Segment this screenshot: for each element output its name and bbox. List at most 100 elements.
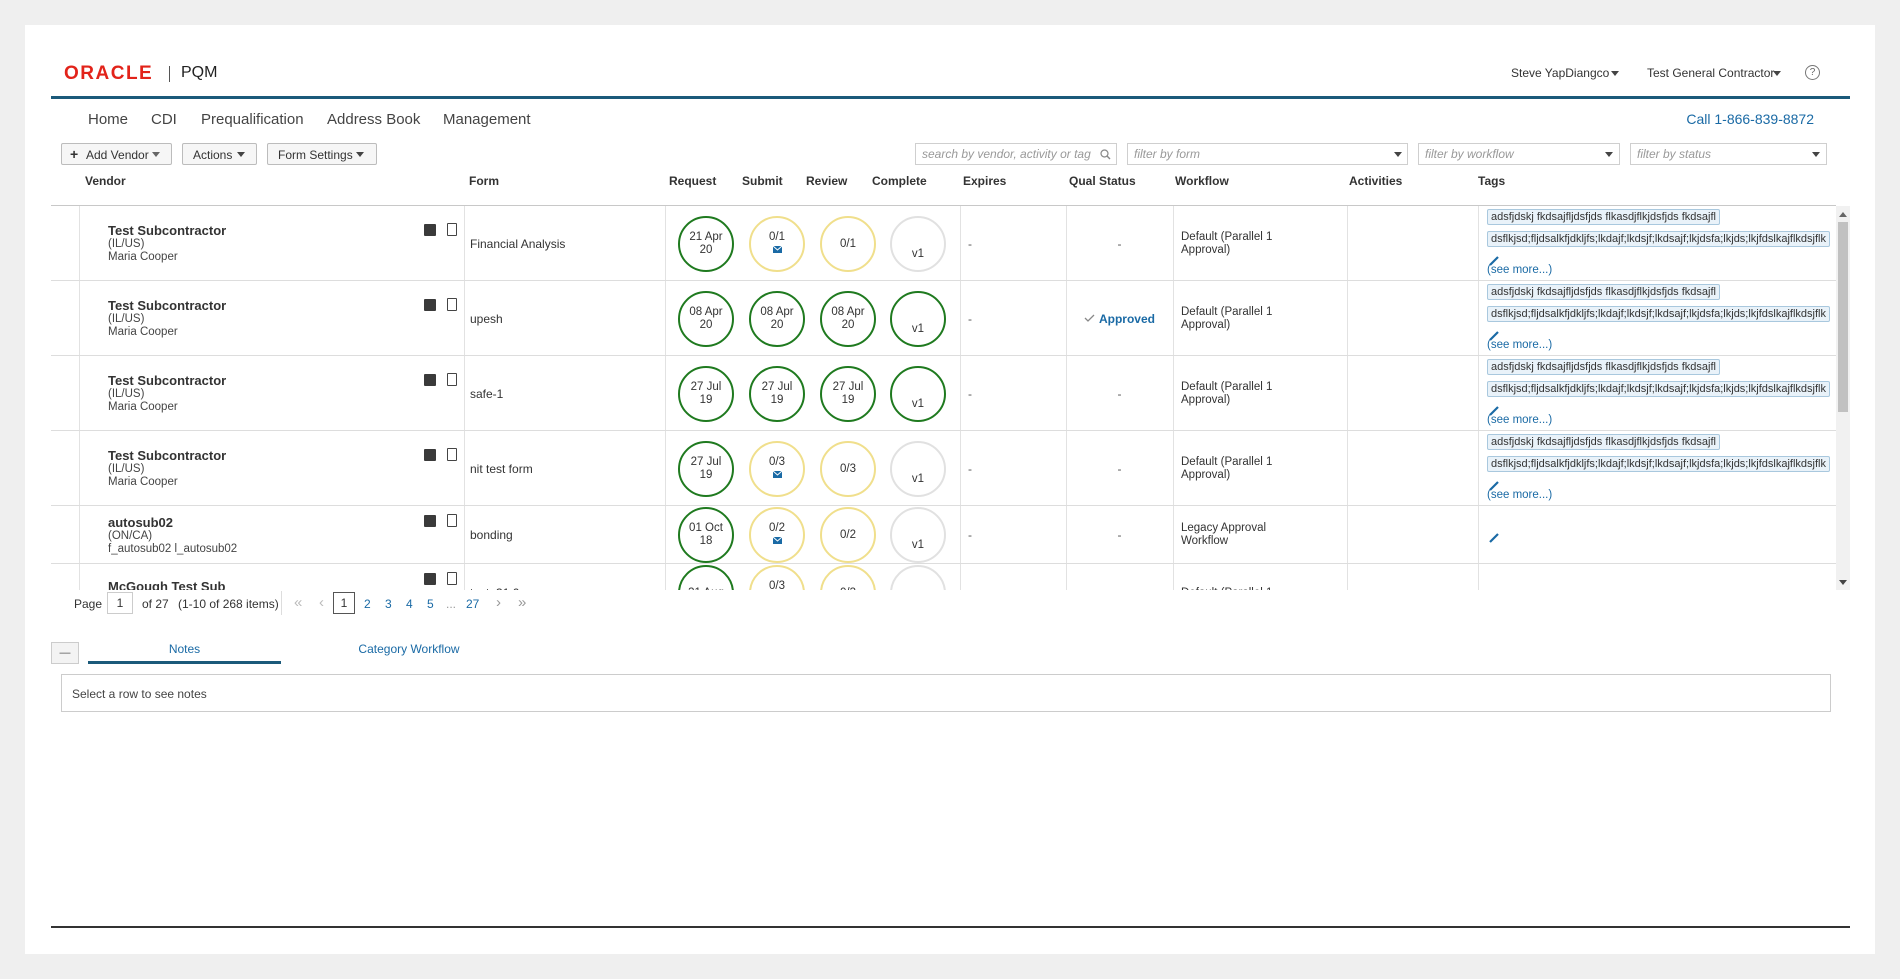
- table-row[interactable]: McGough Test Sub(MN/US)test_31.031 Aug0/…: [51, 564, 1836, 590]
- request-status[interactable]: 27 Jul19: [678, 441, 734, 497]
- page-input[interactable]: 1: [107, 592, 133, 614]
- pdf-icon[interactable]: [424, 449, 436, 461]
- request-status[interactable]: 08 Apr20: [678, 291, 734, 347]
- tag[interactable]: adsfjdskj fkdsajfljdsfjds flkasdjflkjdsf…: [1487, 209, 1720, 225]
- tag[interactable]: adsfjdskj fkdsajfljdsfjds flkasdjflkjdsf…: [1487, 284, 1720, 300]
- column-header[interactable]: Expires: [963, 174, 1006, 188]
- nav-link[interactable]: Home: [88, 111, 128, 128]
- submit-status[interactable]: 0/3: [749, 441, 805, 497]
- complete-status[interactable]: v1: [890, 565, 946, 590]
- column-header[interactable]: Complete: [872, 174, 927, 188]
- last-page[interactable]: »: [518, 594, 526, 611]
- export-icon[interactable]: [447, 514, 457, 527]
- review-status[interactable]: 0/3: [820, 441, 876, 497]
- export-icon[interactable]: [447, 448, 457, 461]
- review-status[interactable]: 0/3: [820, 565, 876, 590]
- pdf-icon[interactable]: [424, 224, 436, 236]
- scroll-down[interactable]: [1839, 580, 1847, 585]
- request-status[interactable]: 31 Aug: [678, 565, 734, 590]
- tag[interactable]: adsfjdskj fkdsajfljdsfjds flkasdjflkjdsf…: [1487, 434, 1720, 450]
- export-icon[interactable]: [447, 572, 457, 585]
- complete-status[interactable]: v1: [890, 366, 946, 422]
- table-row[interactable]: Test Subcontractor(IL/US)Maria Coopersaf…: [51, 356, 1836, 431]
- page-link[interactable]: 5: [427, 597, 434, 611]
- complete-status[interactable]: v1: [890, 507, 946, 563]
- tag[interactable]: dsflkjsd;fljdsalkfjdkljfs;lkdajf;lkdsjf;…: [1487, 381, 1830, 397]
- actions-button[interactable]: Actions: [182, 143, 257, 165]
- table-row[interactable]: autosub02(ON/CA)f_autosub02 l_autosub02b…: [51, 506, 1836, 564]
- vendor-name[interactable]: Test Subcontractor: [108, 448, 408, 463]
- complete-status[interactable]: v1: [890, 216, 946, 272]
- complete-status[interactable]: v1: [890, 441, 946, 497]
- column-header[interactable]: Request: [669, 174, 716, 188]
- review-status[interactable]: 0/1: [820, 216, 876, 272]
- column-header[interactable]: Qual Status: [1069, 174, 1136, 188]
- submit-status[interactable]: 0/2: [749, 507, 805, 563]
- search-input[interactable]: search by vendor, activity or tag: [915, 143, 1117, 165]
- prev-page[interactable]: ‹: [319, 594, 324, 611]
- vendor-name[interactable]: Test Subcontractor: [108, 298, 408, 313]
- pdf-icon[interactable]: [424, 515, 436, 527]
- see-more-link[interactable]: (see more...): [1487, 414, 1552, 426]
- tag[interactable]: adsfjdskj fkdsajfljdsfjds flkasdjflkjdsf…: [1487, 359, 1720, 375]
- pdf-icon[interactable]: [424, 573, 436, 585]
- table-row[interactable]: Test Subcontractor(IL/US)Maria Coopernit…: [51, 431, 1836, 506]
- scroll-up[interactable]: [1839, 212, 1847, 217]
- vendor-name[interactable]: McGough Test Sub: [108, 579, 408, 590]
- page-link[interactable]: 27: [466, 597, 479, 611]
- page-link[interactable]: 4: [406, 597, 413, 611]
- export-icon[interactable]: [447, 298, 457, 311]
- page-link[interactable]: 3: [385, 597, 392, 611]
- tag[interactable]: dsflkjsd;fljdsalkfjdkljfs;lkdajf;lkdsjf;…: [1487, 231, 1830, 247]
- user-menu[interactable]: Steve YapDiangco: [1511, 66, 1609, 80]
- status-filter[interactable]: filter by status: [1630, 143, 1827, 165]
- request-status[interactable]: 27 Jul19: [678, 366, 734, 422]
- next-page[interactable]: ›: [496, 594, 501, 611]
- vendor-name[interactable]: autosub02: [108, 515, 408, 530]
- review-status[interactable]: 27 Jul19: [820, 366, 876, 422]
- column-header[interactable]: Activities: [1349, 174, 1402, 188]
- notes-tab[interactable]: Notes: [88, 642, 281, 656]
- company-menu[interactable]: Test General Contractor: [1647, 66, 1774, 80]
- column-header[interactable]: Review: [806, 174, 847, 188]
- nav-link[interactable]: CDI: [151, 111, 177, 128]
- pdf-icon[interactable]: [424, 374, 436, 386]
- submit-status[interactable]: 0/1: [749, 216, 805, 272]
- complete-status[interactable]: v1: [890, 291, 946, 347]
- page-ellipsis[interactable]: ...: [446, 597, 456, 611]
- export-icon[interactable]: [447, 373, 457, 386]
- export-icon[interactable]: [447, 223, 457, 236]
- edit-tags-icon[interactable]: [1489, 530, 1499, 548]
- help-button[interactable]: ?: [1805, 65, 1820, 80]
- tag[interactable]: dsflkjsd;fljdsalkfjdkljfs;lkdajf;lkdsjf;…: [1487, 306, 1830, 322]
- nav-link[interactable]: Management: [443, 111, 531, 128]
- page-link[interactable]: 2: [364, 597, 371, 611]
- category-workflow-tab[interactable]: Category Workflow: [311, 642, 507, 656]
- pdf-icon[interactable]: [424, 299, 436, 311]
- first-page[interactable]: «: [294, 594, 302, 611]
- review-status[interactable]: 0/2: [820, 507, 876, 563]
- column-header[interactable]: Form: [469, 174, 499, 188]
- see-more-link[interactable]: (see more...): [1487, 339, 1552, 351]
- column-header[interactable]: Submit: [742, 174, 783, 188]
- workflow-filter[interactable]: filter by workflow: [1418, 143, 1620, 165]
- submit-status[interactable]: 27 Jul19: [749, 366, 805, 422]
- column-header[interactable]: Vendor: [85, 174, 126, 188]
- vendor-name[interactable]: Test Subcontractor: [108, 373, 408, 388]
- see-more-link[interactable]: (see more...): [1487, 489, 1552, 501]
- tag[interactable]: dsflkjsd;fljdsalkfjdkljfs;lkdajf;lkdsjf;…: [1487, 456, 1830, 472]
- see-more-link[interactable]: (see more...): [1487, 264, 1552, 276]
- vendor-name[interactable]: Test Subcontractor: [108, 223, 408, 238]
- submit-status[interactable]: 0/3: [749, 565, 805, 590]
- edit-tags-icon[interactable]: [1489, 588, 1499, 590]
- page-link[interactable]: 1: [333, 592, 355, 614]
- table-row[interactable]: Test Subcontractor(IL/US)Maria CooperFin…: [51, 206, 1836, 281]
- collapse-button[interactable]: —: [51, 642, 79, 664]
- review-status[interactable]: 08 Apr20: [820, 291, 876, 347]
- form-filter[interactable]: filter by form: [1127, 143, 1408, 165]
- nav-link[interactable]: Prequalification: [201, 111, 304, 128]
- column-header[interactable]: Tags: [1478, 174, 1505, 188]
- table-row[interactable]: Test Subcontractor(IL/US)Maria Cooperupe…: [51, 281, 1836, 356]
- nav-link[interactable]: Address Book: [327, 111, 420, 128]
- scroll-thumb[interactable]: [1838, 222, 1848, 412]
